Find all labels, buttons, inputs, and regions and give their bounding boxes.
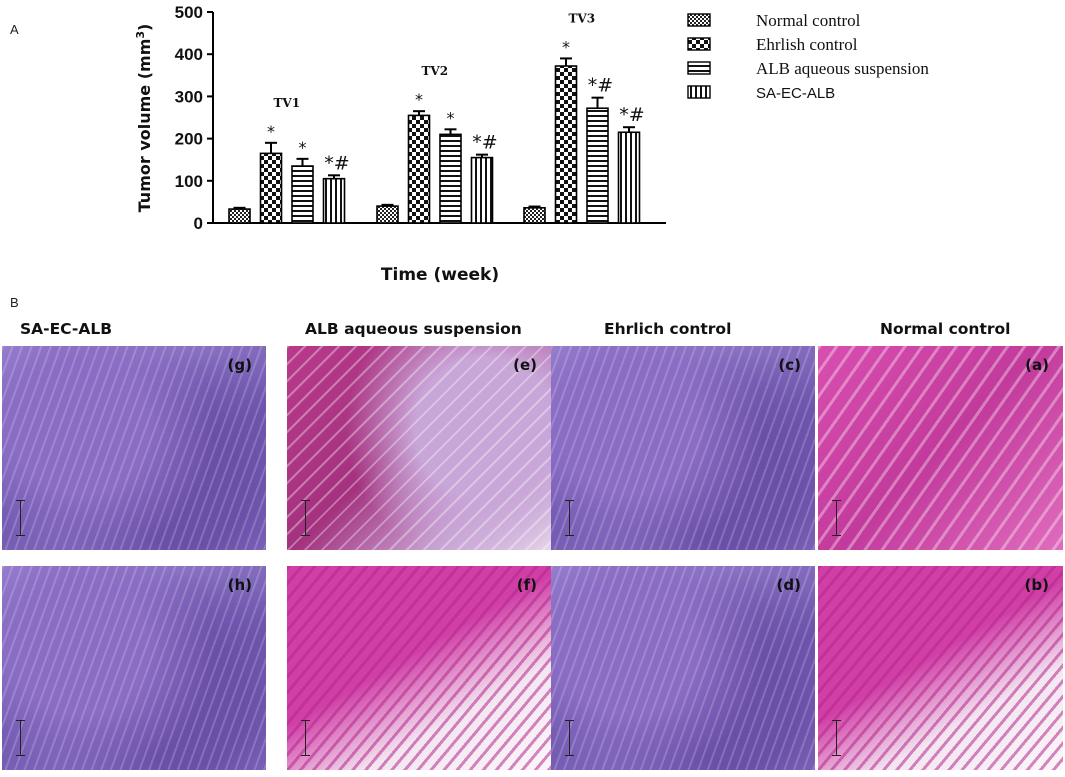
y-tick-label: 400 <box>175 45 203 64</box>
micrograph-d: (d) <box>551 566 815 770</box>
y-tick-label: 0 <box>194 214 203 233</box>
scale-bar <box>832 500 841 536</box>
bar <box>586 107 609 224</box>
significance-marker: * <box>299 138 307 157</box>
scale-bar <box>301 500 310 536</box>
significance-marker: *# <box>324 152 349 174</box>
scale-bar <box>565 720 574 756</box>
chart-bars: * * *# TV1 * * *# TV2 * *# *# TV3 <box>228 11 645 224</box>
micrograph-h: (h) <box>2 566 266 770</box>
micrograph-a: (a) <box>818 346 1063 550</box>
y-tick-label: 200 <box>175 130 203 149</box>
micrograph-tag: (b) <box>1024 576 1049 594</box>
scale-bar <box>301 720 310 756</box>
micrograph-tag: (g) <box>227 356 252 374</box>
bar <box>554 65 578 224</box>
y-axis-label: Tumor volume (mm3) <box>134 24 154 213</box>
micrograph-tag: (a) <box>1025 356 1049 374</box>
bar <box>523 207 546 224</box>
category-label: TV1 <box>273 96 300 110</box>
bar <box>228 208 251 224</box>
column-title-alb-suspension: ALB aqueous suspension <box>305 320 522 338</box>
significance-marker: * <box>447 108 455 127</box>
y-tick-label: 100 <box>175 172 203 191</box>
significance-marker: * <box>562 37 570 56</box>
category-label: TV2 <box>421 64 448 78</box>
micrograph-f: (f) <box>287 566 551 770</box>
micrograph-tag: (c) <box>778 356 801 374</box>
micrograph-c: (c) <box>551 346 815 550</box>
significance-marker: * <box>415 90 423 109</box>
column-title-sa-ec-alb: SA-EC-ALB <box>20 320 113 338</box>
bar <box>259 152 283 224</box>
micrograph-tag: (f) <box>516 576 537 594</box>
micrograph-b: (b) <box>818 566 1063 770</box>
legend-label: ALB aqueous suspension <box>756 59 929 78</box>
bar <box>439 133 462 224</box>
legend-label: Ehrlish control <box>756 35 858 54</box>
column-title-normal-control: Normal control <box>880 320 1011 338</box>
legend-label: SA-EC-ALB <box>756 85 835 102</box>
bar <box>470 156 494 224</box>
significance-marker: * <box>267 122 275 141</box>
micrograph-tag: (h) <box>227 576 252 594</box>
y-tick-label: 300 <box>175 87 203 106</box>
bar-chart: 0 100 200 300 400 500 Tumor volume (mm3) Time (… <box>134 3 929 285</box>
bar <box>322 177 346 224</box>
bar <box>291 165 314 224</box>
y-tick-label: 500 <box>175 3 203 22</box>
legend-swatch <box>687 85 711 99</box>
bar <box>407 114 431 224</box>
chart-legend: Normal control Ehrlish control ALB aqueous… <box>687 11 929 102</box>
bar <box>617 131 641 224</box>
scale-bar <box>16 500 25 536</box>
significance-marker: *# <box>619 104 644 126</box>
scale-bar <box>832 720 841 756</box>
bar <box>376 205 399 224</box>
legend-swatch <box>687 37 711 51</box>
scale-bar <box>16 720 25 756</box>
panel-label-b: B <box>10 295 19 310</box>
legend-swatch <box>687 13 711 27</box>
scale-bar <box>565 500 574 536</box>
column-title-ehrlich-control: Ehrlich control <box>604 320 732 338</box>
significance-marker: *# <box>472 132 497 154</box>
micrograph-tag: (e) <box>513 356 537 374</box>
legend-swatch <box>687 61 711 75</box>
micrograph-g: (g) <box>2 346 266 550</box>
micrograph-e: (e) <box>287 346 551 550</box>
category-label: TV3 <box>568 11 595 25</box>
micrograph-tag: (d) <box>776 576 801 594</box>
x-axis-label: Time (week) <box>381 265 499 285</box>
panel-label-a: A <box>10 22 19 37</box>
significance-marker: *# <box>588 75 613 97</box>
legend-label: Normal control <box>756 11 861 30</box>
